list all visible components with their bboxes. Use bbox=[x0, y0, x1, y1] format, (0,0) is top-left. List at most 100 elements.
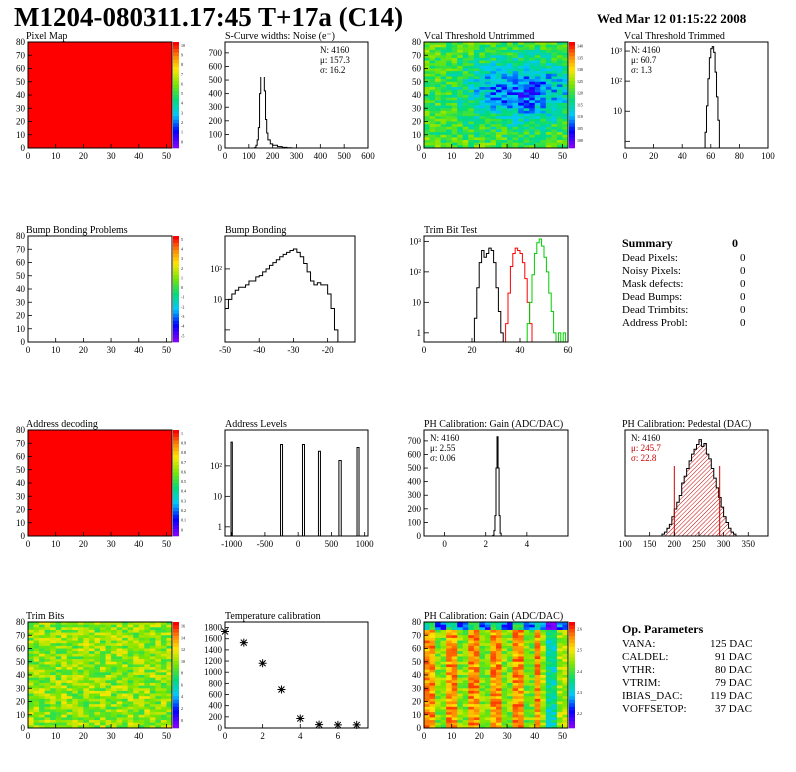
heatmap-cell bbox=[72, 709, 79, 713]
heatmap-cell bbox=[468, 714, 475, 718]
heatmap-cell bbox=[545, 632, 552, 636]
heatmap-cell bbox=[111, 645, 117, 649]
heatmap-cell bbox=[479, 690, 486, 694]
heatmap-cell bbox=[435, 722, 441, 726]
heatmap-cell bbox=[479, 669, 486, 673]
heatmap-cell bbox=[468, 629, 475, 633]
histogram-line bbox=[524, 238, 567, 343]
color-bar-segment bbox=[173, 126, 179, 131]
heatmap-cell bbox=[490, 124, 497, 128]
heatmap-cell bbox=[540, 635, 547, 639]
heatmap-cell bbox=[562, 693, 569, 697]
heatmap-cell bbox=[149, 651, 156, 655]
heatmap-cell bbox=[61, 698, 68, 702]
heatmap-cell bbox=[479, 640, 486, 644]
heatmap-cell bbox=[28, 643, 34, 647]
heatmap-cell bbox=[155, 704, 162, 708]
heatmap-cell bbox=[83, 698, 90, 702]
heatmap-cell bbox=[122, 624, 128, 628]
heatmap-cell bbox=[545, 81, 552, 85]
heatmap-cell bbox=[28, 682, 34, 686]
heatmap-cell bbox=[518, 682, 524, 686]
heatmap-cell bbox=[507, 661, 513, 665]
heatmap-cell bbox=[518, 725, 524, 729]
heatmap-cell bbox=[105, 632, 112, 636]
heatmap-cell bbox=[562, 129, 569, 133]
heatmap-cell bbox=[479, 92, 486, 96]
heatmap-cell bbox=[77, 661, 84, 665]
heatmap-cell bbox=[518, 645, 524, 649]
heatmap-cell bbox=[457, 701, 464, 705]
heatmap-cell bbox=[562, 116, 569, 120]
heatmap-cell bbox=[138, 653, 145, 657]
heatmap-cell bbox=[66, 690, 73, 694]
heatmap-cell bbox=[61, 725, 68, 729]
heatmap-cell bbox=[545, 84, 552, 88]
heatmap-cell bbox=[440, 667, 447, 670]
heatmap-cell bbox=[507, 629, 513, 633]
heatmap-cell bbox=[77, 669, 84, 673]
heatmap-cell bbox=[462, 651, 469, 655]
heatmap-cell bbox=[127, 672, 134, 676]
heatmap-cell bbox=[446, 672, 452, 676]
heatmap-cell bbox=[545, 685, 552, 689]
heatmap-cell bbox=[424, 121, 430, 125]
heatmap-cell bbox=[551, 132, 558, 136]
heatmap-cell bbox=[523, 102, 530, 106]
heatmap-cell bbox=[501, 640, 508, 644]
heatmap-cell bbox=[490, 42, 497, 45]
heatmap-cell bbox=[446, 102, 452, 106]
heatmap-cell bbox=[451, 698, 458, 702]
heatmap-cell bbox=[490, 706, 497, 710]
color-bar-segment bbox=[569, 678, 575, 683]
heatmap-cell bbox=[39, 706, 45, 710]
heatmap-cell bbox=[166, 624, 173, 628]
heatmap-cell bbox=[451, 95, 458, 98]
color-bar-segment bbox=[569, 87, 575, 92]
color-bar-segment bbox=[569, 622, 575, 626]
heatmap-cell bbox=[435, 632, 441, 636]
heatmap-cell bbox=[479, 137, 486, 141]
heatmap-cell bbox=[55, 688, 62, 692]
heatmap-cell bbox=[534, 142, 541, 146]
heatmap-cell bbox=[127, 722, 134, 726]
heatmap-cell bbox=[435, 664, 441, 668]
heatmap-cell bbox=[429, 712, 436, 716]
heatmap-cell bbox=[540, 89, 547, 93]
heatmap-cell bbox=[105, 648, 112, 652]
color-bar-segment bbox=[173, 699, 179, 704]
y-tick-label: 600 bbox=[209, 61, 223, 71]
heatmap-cell bbox=[457, 97, 464, 101]
heatmap-cell bbox=[523, 648, 530, 652]
heatmap-cell bbox=[429, 659, 436, 663]
heatmap-cell bbox=[479, 47, 486, 51]
heatmap-cell bbox=[429, 132, 436, 136]
heatmap-cell bbox=[39, 675, 45, 678]
heatmap-cell bbox=[545, 60, 552, 64]
heatmap-cell bbox=[473, 685, 480, 689]
heatmap-cell bbox=[100, 720, 106, 723]
heatmap-cell bbox=[545, 57, 552, 61]
heatmap-cell bbox=[462, 63, 469, 67]
heatmap-cell bbox=[490, 71, 497, 75]
heatmap-cell bbox=[72, 680, 79, 684]
heatmap-cell bbox=[534, 137, 541, 141]
heatmap-cell bbox=[534, 118, 541, 122]
x-tick-label: 40 bbox=[134, 345, 144, 355]
heatmap-cell bbox=[424, 640, 430, 644]
heatmap-cell bbox=[534, 52, 541, 56]
heatmap-cell bbox=[451, 73, 458, 77]
heatmap-cell bbox=[512, 129, 519, 133]
heatmap-cell bbox=[144, 627, 151, 631]
heatmap-cell bbox=[440, 113, 447, 117]
heatmap-cell bbox=[435, 622, 441, 625]
x-tick-label: 60 bbox=[564, 345, 574, 355]
x-tick-label: 40 bbox=[134, 731, 144, 741]
heatmap-cell bbox=[457, 55, 464, 59]
heatmap-cell bbox=[534, 722, 541, 726]
heatmap-cell bbox=[435, 92, 441, 96]
heatmap-cell bbox=[446, 720, 452, 723]
color-bar-segment bbox=[173, 518, 179, 523]
heatmap-cell bbox=[518, 87, 524, 90]
